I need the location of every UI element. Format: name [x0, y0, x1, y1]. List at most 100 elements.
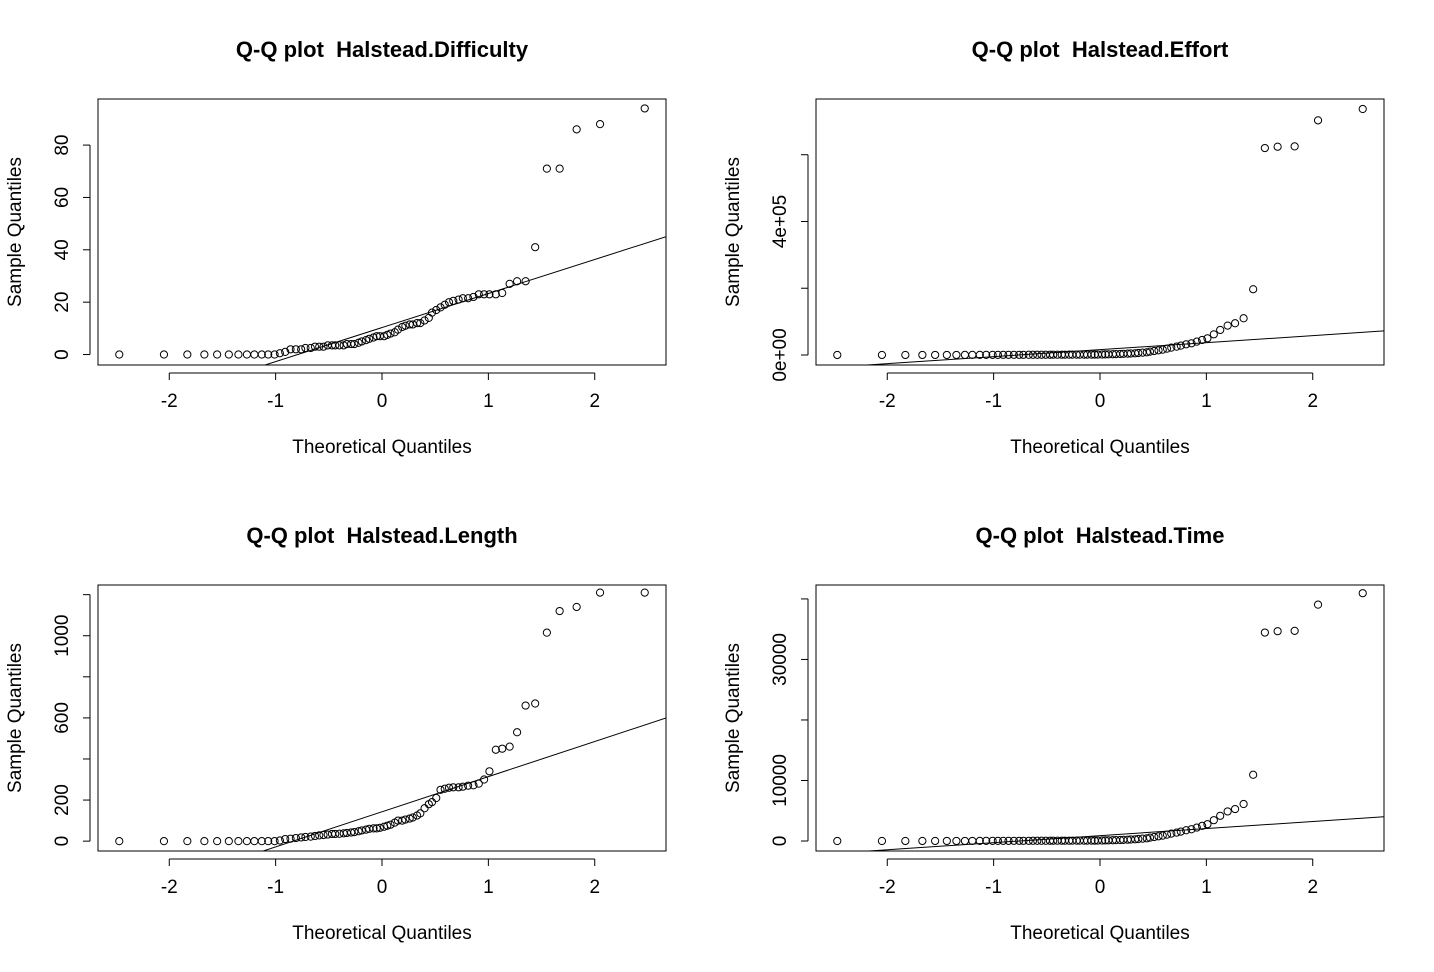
point [1290, 626, 1299, 635]
point [257, 350, 266, 359]
point [521, 277, 530, 286]
x-tick-label: 2 [1307, 391, 1318, 412]
point [1028, 350, 1038, 359]
point [1167, 343, 1176, 352]
point [449, 296, 458, 305]
point [952, 350, 961, 360]
point [183, 837, 192, 846]
point [555, 164, 564, 173]
point [505, 279, 514, 288]
y-tick-label: 30000 [770, 633, 791, 686]
y-tick-label: 600 [52, 702, 73, 734]
point [331, 829, 340, 839]
y-tick-label: 0 [52, 836, 73, 847]
point [1260, 628, 1269, 637]
point [420, 804, 429, 813]
point [200, 837, 209, 846]
x-tick-label: 0 [377, 391, 388, 412]
y-tick-label: 80 [52, 135, 73, 156]
point [1187, 339, 1196, 348]
chart-title: Q-Q plot Halstead.Length [246, 523, 517, 548]
point [640, 588, 649, 597]
point [444, 783, 454, 792]
x-tick-label: 0 [1095, 391, 1106, 412]
point [531, 699, 540, 708]
point [257, 837, 266, 846]
y-tick-label: 20 [52, 292, 73, 313]
point [1033, 836, 1042, 845]
x-tick-label: -2 [879, 877, 896, 898]
point [440, 784, 449, 793]
chart-title: Q-Q plot Halstead.Time [976, 523, 1225, 548]
point [234, 837, 243, 846]
point [331, 341, 340, 350]
point [449, 783, 458, 792]
point [413, 319, 422, 328]
plot-frame [815, 98, 1385, 366]
x-axis-label: Theoretical Quantiles [1010, 923, 1190, 944]
point [1087, 836, 1096, 845]
point [416, 319, 425, 328]
point [1004, 836, 1013, 845]
point [1024, 836, 1033, 845]
point [1239, 799, 1248, 809]
point [988, 836, 997, 845]
point [365, 334, 374, 343]
point [350, 828, 359, 837]
point [264, 837, 273, 846]
y-tick-label: 60 [52, 187, 73, 208]
point [833, 350, 842, 360]
point [234, 350, 243, 359]
point [480, 290, 489, 299]
point [1009, 350, 1018, 359]
point [1260, 143, 1269, 153]
point [833, 836, 842, 846]
point [315, 342, 324, 351]
point [115, 837, 124, 846]
y-tick-label: 10000 [770, 754, 791, 807]
point [301, 343, 310, 353]
point [521, 701, 530, 710]
point [224, 837, 233, 846]
x-tick-label: 1 [1201, 877, 1212, 898]
point [297, 345, 306, 354]
point [1134, 834, 1143, 844]
point [999, 350, 1008, 359]
x-tick-label: -1 [985, 877, 1002, 898]
y-axis-label: Sample Quantiles [5, 643, 26, 793]
point [1249, 285, 1258, 294]
point [1216, 325, 1225, 335]
point [1019, 350, 1028, 359]
point [1230, 319, 1240, 328]
point [1172, 828, 1181, 837]
point [436, 785, 445, 794]
point [310, 831, 320, 841]
point [1004, 350, 1013, 359]
point [982, 836, 991, 845]
point [464, 781, 473, 790]
point [1145, 347, 1155, 356]
point [386, 329, 395, 338]
point [982, 350, 991, 359]
point [432, 305, 441, 315]
point [458, 294, 467, 303]
point [942, 350, 951, 360]
point [1290, 142, 1299, 151]
point [480, 775, 489, 784]
point [306, 343, 315, 353]
point [213, 837, 222, 846]
point [1028, 836, 1038, 845]
point [572, 125, 581, 134]
y-tick-label: 40 [52, 239, 73, 260]
point [427, 798, 437, 807]
point [1037, 350, 1046, 359]
point [1313, 600, 1323, 609]
point [531, 243, 540, 252]
point [1037, 836, 1046, 845]
point [1198, 821, 1207, 830]
point [993, 836, 1002, 845]
point [1216, 811, 1225, 820]
point [1182, 826, 1191, 835]
